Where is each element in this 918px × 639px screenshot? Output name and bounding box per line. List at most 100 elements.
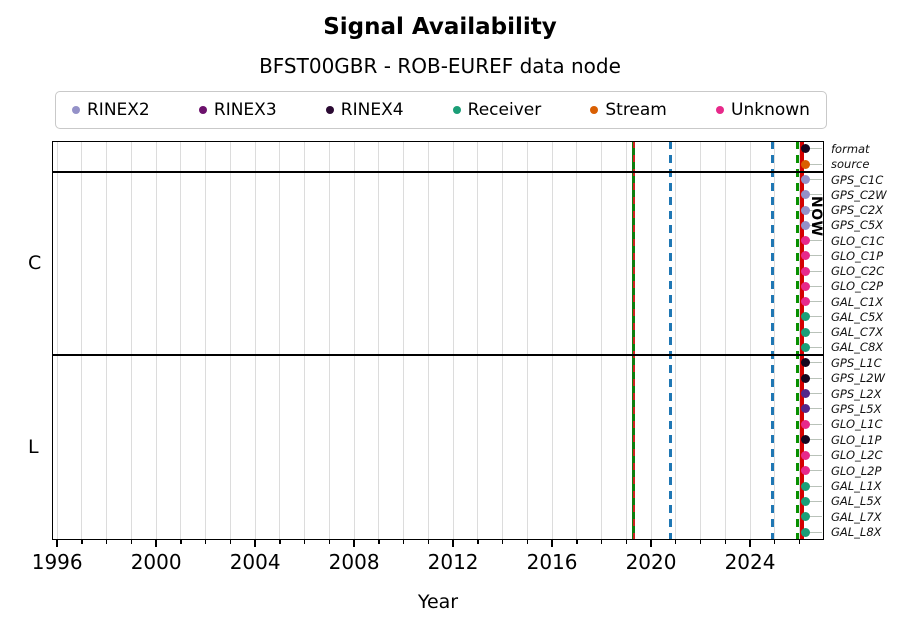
year-gridline: [254, 141, 256, 540]
x-tick-label-2016: 2016: [526, 550, 578, 574]
row-leader-line: [801, 531, 822, 533]
data-dot-gps_c5x: [801, 220, 811, 230]
row-leader-line: [801, 470, 822, 472]
legend-label: RINEX4: [340, 100, 404, 120]
year-gridline: [749, 141, 751, 540]
year-gridline: [601, 141, 603, 540]
x-minor-tick: [798, 540, 801, 544]
year-gridline: [551, 141, 553, 540]
data-dot-gps_c1c: [801, 175, 811, 185]
year-gridline: [799, 141, 800, 540]
x-minor-tick: [600, 540, 603, 544]
row-leader-line: [801, 377, 822, 379]
data-dot-source: [801, 159, 811, 169]
data-dot-glo_l1p: [801, 435, 811, 445]
row-label-gal_l7x: GAL_L7X: [831, 509, 882, 524]
row-leader-line: [801, 285, 822, 287]
legend-item-rinex4: RINEX4: [325, 100, 404, 120]
x-major-tick: [56, 540, 58, 547]
year-gridline: [675, 141, 677, 540]
row-label-gal_l1x: GAL_L1X: [831, 479, 882, 494]
event-line-2020.8: [669, 141, 673, 540]
x-minor-tick: [378, 540, 380, 544]
legend-dot-icon: [72, 106, 80, 114]
row-label-glo_c2c: GLO_C2C: [831, 264, 885, 279]
row-label-gps_c2w: GPS_C2W: [831, 187, 887, 202]
year-gridline: [378, 141, 380, 540]
section-divider-2: [52, 353, 824, 357]
year-gridline: [180, 141, 182, 540]
row-label-glo_c1c: GLO_C1C: [831, 233, 885, 248]
year-gridline: [106, 141, 108, 540]
legend-item-receiver: Receiver: [452, 100, 542, 120]
year-gridline: [724, 141, 726, 540]
row-label-gps_c2x: GPS_C2X: [831, 203, 884, 218]
row-label-source: source: [831, 157, 870, 172]
data-dot-glo_l2p: [801, 466, 811, 476]
data-dot-gal_c1x: [801, 297, 811, 307]
event-line-overlay-2019.3: [632, 141, 635, 540]
x-minor-tick: [229, 540, 232, 544]
year-gridline: [526, 141, 528, 540]
row-label-glo_l1p: GLO_L1P: [831, 432, 882, 447]
row-label-gps_c5x: GPS_C5X: [831, 218, 884, 233]
year-gridline: [279, 141, 281, 540]
year-gridline: [452, 141, 454, 540]
data-dot-gal_l1x: [801, 481, 811, 491]
x-minor-tick: [526, 540, 528, 544]
group-label-c: C: [28, 251, 42, 274]
x-minor-tick: [477, 540, 479, 544]
chart-subtitle: BFST00GBR - ROB-EUREF data node: [259, 54, 621, 78]
data-dot-gps_c2x: [801, 205, 811, 215]
row-leader-line: [801, 362, 822, 364]
row-label-gps_l1c: GPS_L1C: [831, 355, 882, 370]
section-divider-1: [52, 170, 824, 174]
year-gridline: [353, 141, 355, 540]
row-label-gps_l2w: GPS_L2W: [831, 371, 885, 386]
year-gridline: [81, 141, 83, 540]
row-leader-line: [801, 331, 822, 333]
row-label-gps_l5x: GPS_L5X: [831, 401, 882, 416]
x-major-tick: [155, 540, 157, 547]
data-dot-gal_c5x: [801, 312, 811, 322]
row-leader-line: [801, 516, 822, 518]
x-major-tick: [551, 540, 553, 547]
row-label-glo_l2p: GLO_L2P: [831, 463, 882, 478]
data-dot-format: [801, 144, 811, 154]
legend-item-rinex2: RINEX2: [72, 100, 150, 120]
row-leader-line: [801, 346, 822, 348]
x-minor-tick: [303, 540, 306, 544]
legend-label: RINEX3: [213, 100, 277, 120]
data-dot-gal_l5x: [801, 496, 811, 506]
legend: RINEX2 RINEX3 RINEX4 Receiver Stream Unknown: [55, 91, 827, 129]
row-leader-line: [801, 454, 822, 456]
data-dot-gps_l2x: [801, 389, 811, 399]
legend-dot-icon: [716, 106, 725, 114]
data-dot-gal_l7x: [801, 512, 811, 522]
year-gridline: [650, 141, 652, 540]
row-label-gal_l5x: GAL_L5X: [831, 494, 882, 509]
row-label-format: format: [831, 141, 870, 156]
data-dot-glo_l1c: [801, 419, 811, 429]
x-major-tick: [650, 540, 652, 547]
year-gridline: [477, 141, 479, 540]
row-leader-line: [801, 485, 822, 487]
x-minor-tick: [180, 540, 182, 544]
row-leader-line: [801, 209, 822, 211]
x-minor-tick: [774, 540, 776, 544]
x-minor-tick: [675, 540, 677, 544]
row-label-gal_c7x: GAL_C7X: [831, 325, 884, 340]
x-minor-tick: [576, 540, 578, 544]
row-leader-line: [801, 301, 822, 303]
legend-dot-icon: [325, 106, 334, 114]
x-major-tick: [353, 540, 355, 547]
row-leader-line: [801, 408, 822, 410]
x-minor-tick: [402, 540, 405, 544]
x-tick-label-2004: 2004: [229, 550, 281, 574]
legend-item-rinex3: RINEX3: [198, 100, 277, 120]
year-gridline: [328, 141, 330, 540]
legend-label: Receiver: [467, 100, 542, 120]
legend-dot-icon: [198, 106, 207, 114]
x-major-tick: [749, 540, 751, 547]
